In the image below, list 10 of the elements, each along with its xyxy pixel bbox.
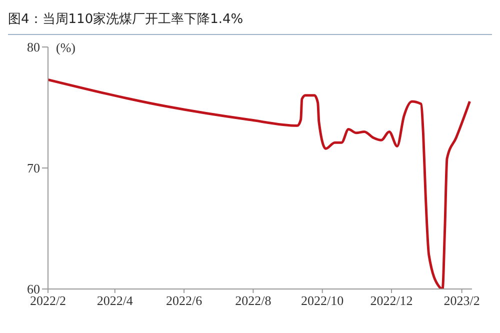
x-tick-label: 2022/4 (96, 293, 134, 308)
y-tick-label: 80 (27, 40, 40, 55)
x-tick-label: 2022/10 (301, 293, 344, 308)
x-tick-label: 2022/6 (166, 293, 203, 308)
x-tick-label: 2022/12 (370, 293, 413, 308)
chart-title: 图4：当周110家洗煤厂开工率下降1.4% (8, 8, 492, 35)
y-axis-title: (%) (56, 40, 76, 55)
y-tick-label: 70 (27, 160, 40, 176)
x-tick-label: 2023/2 (444, 293, 480, 308)
x-tick-label: 2022/8 (235, 293, 272, 308)
